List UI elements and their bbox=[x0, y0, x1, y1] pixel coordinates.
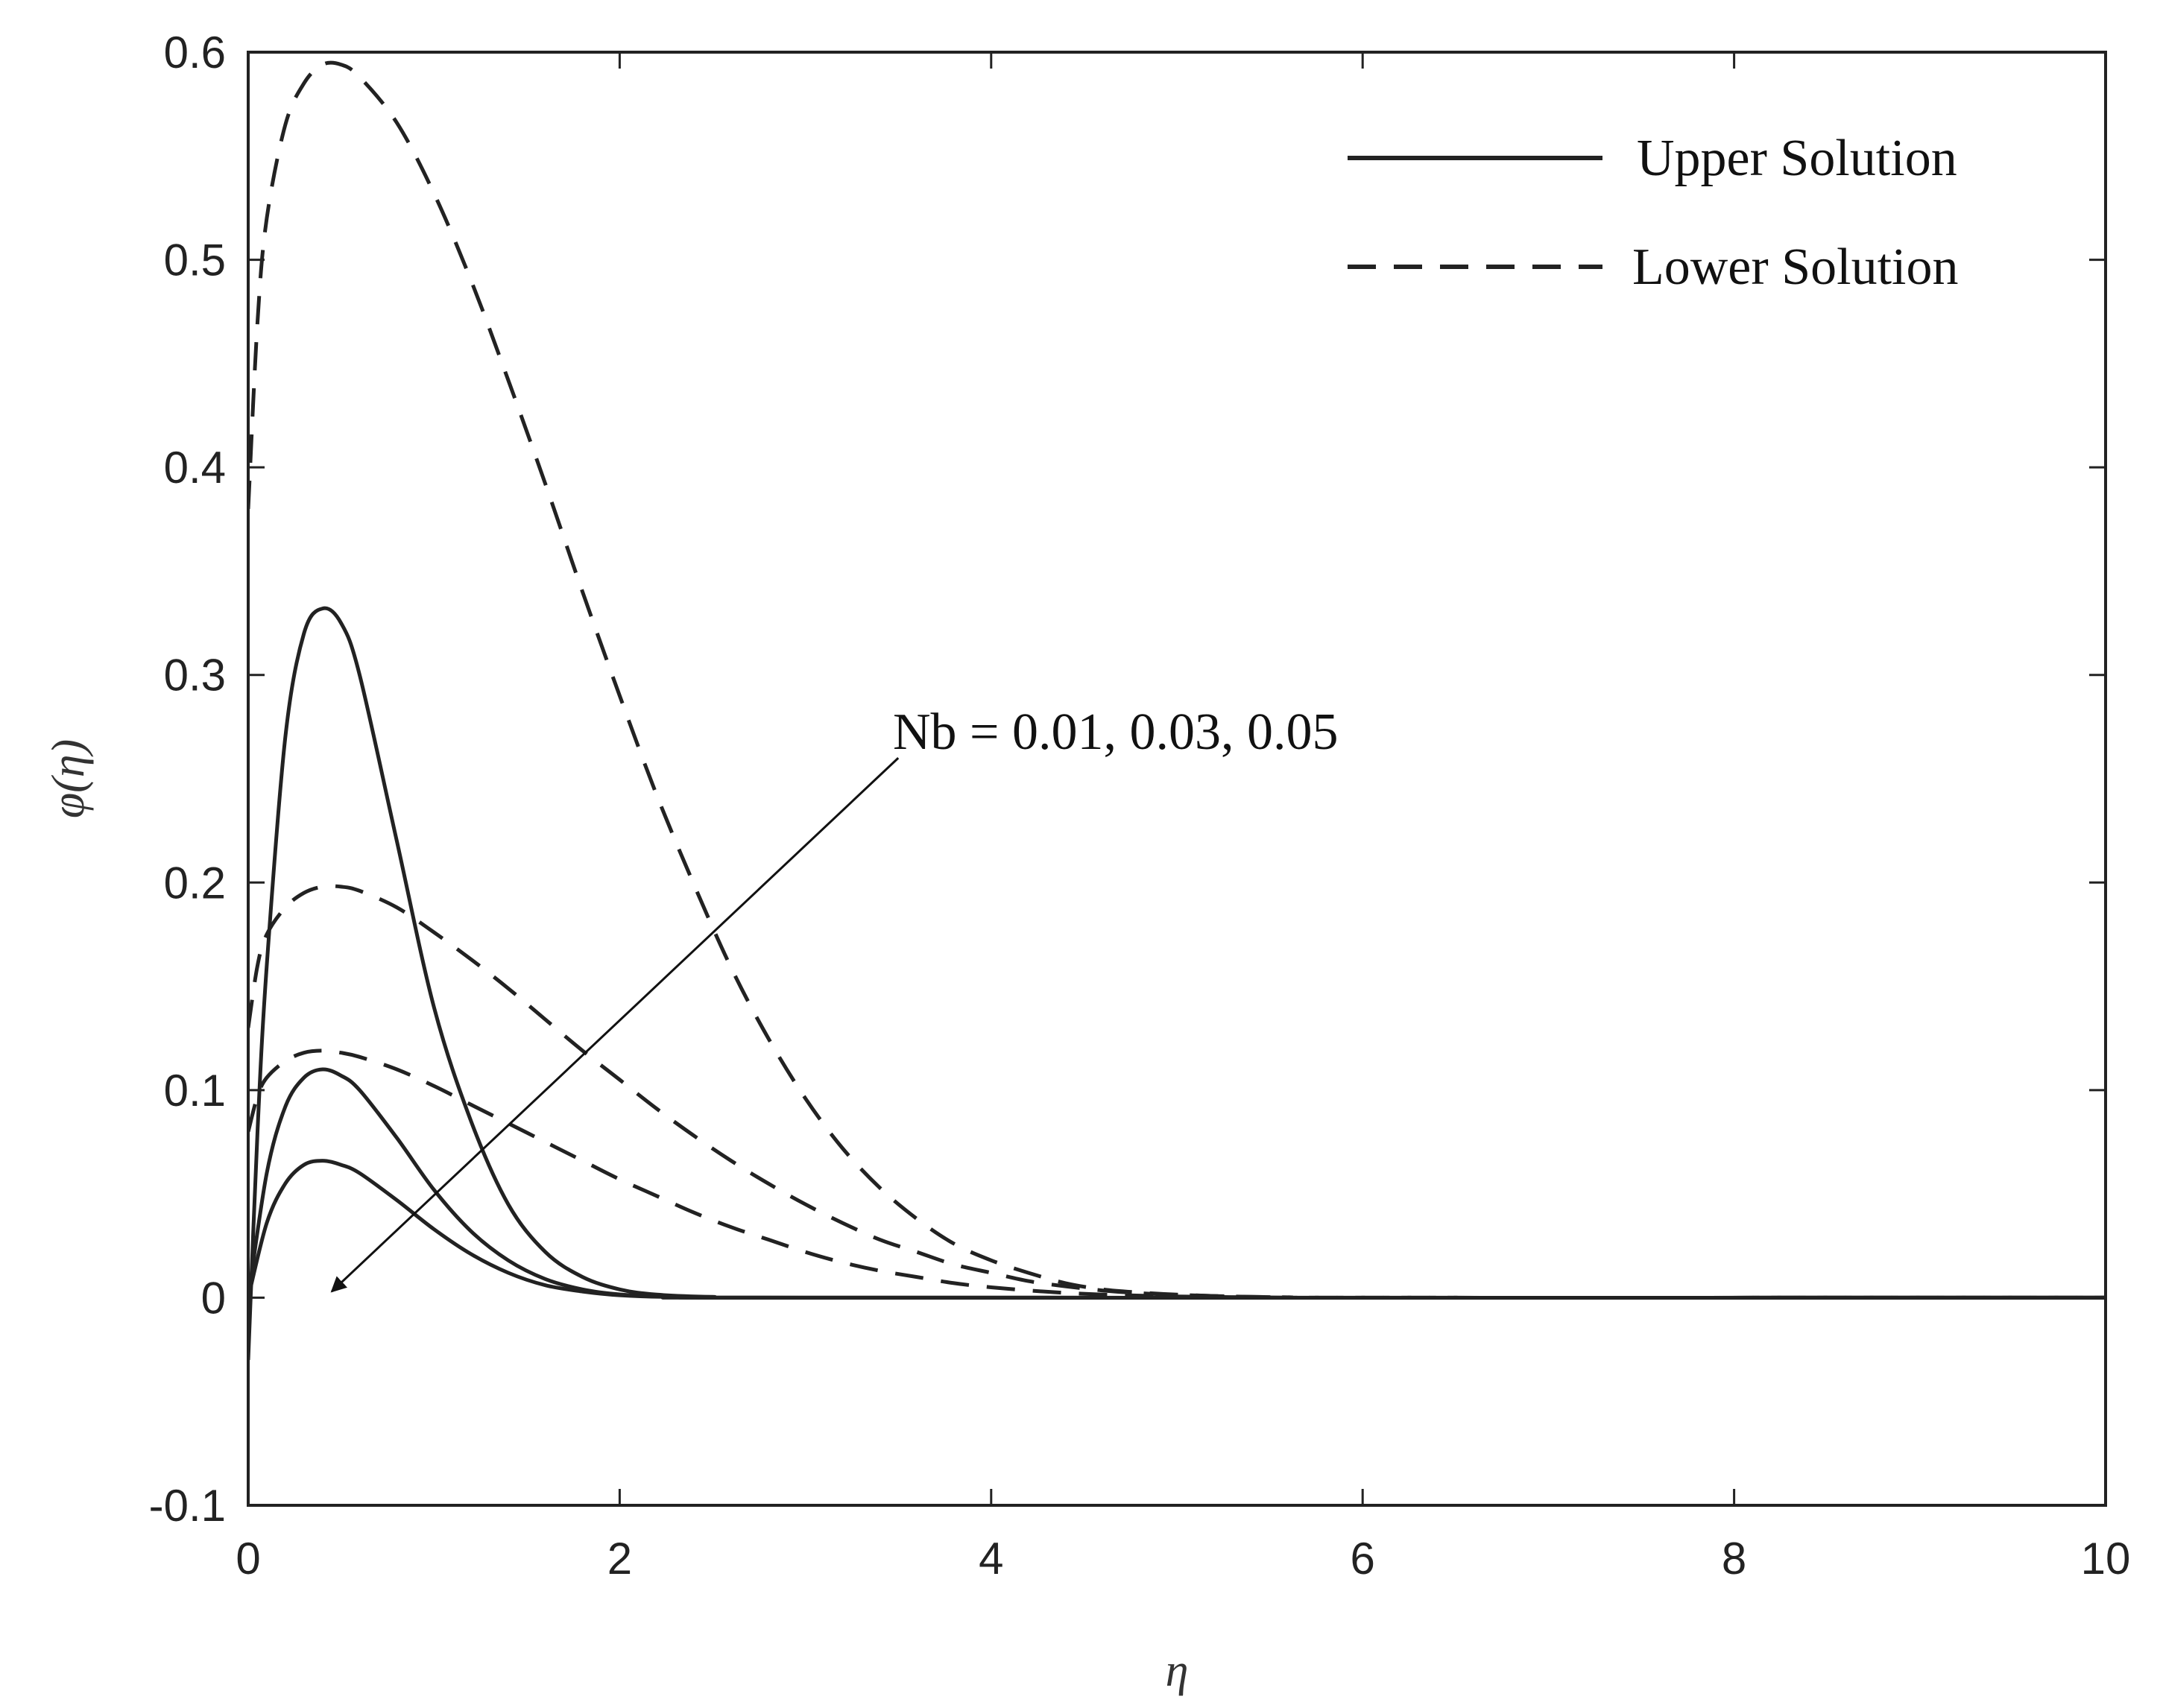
lower-solution-line-5 bbox=[248, 884, 2106, 1300]
annotation-arrow bbox=[330, 757, 900, 1293]
y-tick-label: 0.1 bbox=[164, 1066, 226, 1116]
lower-solution-line-6 bbox=[248, 1048, 2106, 1300]
annotation: Nb = 0.01, 0.03, 0.05 bbox=[330, 703, 1339, 1293]
x-tick-label: 2 bbox=[607, 1534, 632, 1584]
y-tick-label: 0.2 bbox=[164, 858, 226, 908]
legend-lower-label: Lower Solution bbox=[1632, 238, 1958, 296]
upper-solution-line-3 bbox=[248, 1159, 2106, 1300]
y-tick-label: 0.6 bbox=[164, 28, 226, 78]
y-axis-label: φ(η) bbox=[43, 739, 94, 818]
x-tick-label: 0 bbox=[236, 1534, 260, 1584]
plot-frame bbox=[247, 51, 2107, 1507]
y-tick-label: 0.5 bbox=[164, 235, 226, 285]
y-tick-label: 0.3 bbox=[164, 651, 226, 700]
series-layer bbox=[248, 60, 2106, 1361]
legend-upper-label: Upper Solution bbox=[1637, 130, 1957, 187]
legend: Upper Solution Lower Solution bbox=[1348, 130, 1958, 296]
x-tick-label: 6 bbox=[1351, 1534, 1375, 1584]
x-axis-label: η bbox=[1166, 1645, 1189, 1696]
annotation-label: Nb = 0.01, 0.03, 0.05 bbox=[893, 703, 1339, 761]
y-tick-label: 0 bbox=[201, 1273, 226, 1323]
x-tick-label: 4 bbox=[979, 1534, 1003, 1584]
y-tick-label: 0.4 bbox=[164, 443, 226, 493]
x-tick-label: 8 bbox=[1722, 1534, 1746, 1584]
y-tick-label: -0.1 bbox=[149, 1481, 226, 1531]
ticks-layer: 0 2 4 6 8 10-0.100.10.20.30.40.50.6 bbox=[149, 28, 2131, 1584]
x-tick-label: 10 bbox=[2081, 1534, 2131, 1584]
